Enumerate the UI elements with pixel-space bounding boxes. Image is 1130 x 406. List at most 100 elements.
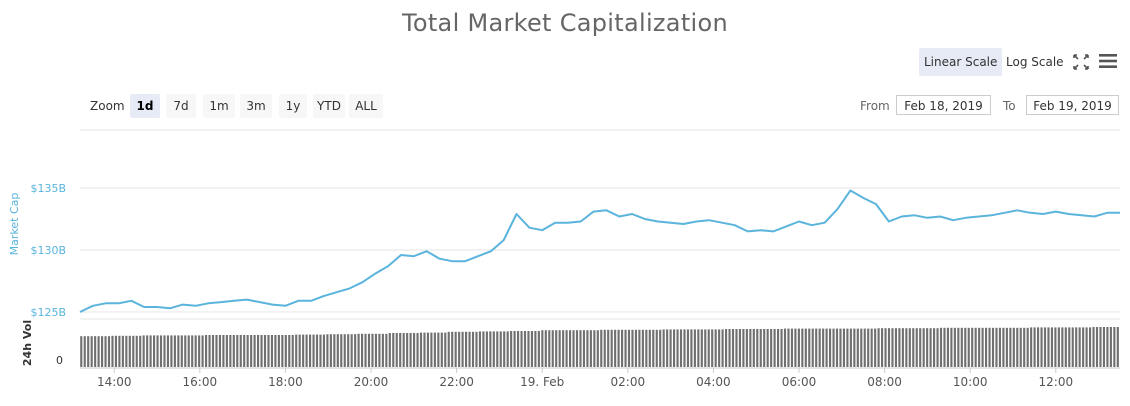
volume-bar	[454, 331, 457, 367]
volume-bar	[1078, 327, 1081, 367]
volume-bar	[922, 328, 925, 367]
volume-bar	[340, 334, 343, 367]
volume-bar	[551, 330, 554, 367]
volume-bar	[728, 329, 731, 367]
volume-bar	[946, 327, 950, 367]
x-tick-label: 19. Feb	[520, 375, 564, 389]
volume-bar	[177, 335, 180, 367]
volume-bar	[548, 330, 551, 367]
volume-bar	[1057, 327, 1060, 367]
volume-bar	[874, 328, 877, 367]
zoom-button-7d[interactable]: 7d	[166, 94, 196, 118]
volume-bar	[139, 335, 142, 367]
volume-bar	[159, 335, 163, 367]
volume-bar	[1005, 327, 1008, 367]
fullscreen-icon[interactable]	[1072, 54, 1090, 70]
volume-bar	[253, 335, 256, 367]
volume-bar	[835, 328, 839, 367]
volume-bar	[794, 328, 797, 367]
volume-bar	[1009, 327, 1012, 367]
volume-bar	[447, 331, 450, 367]
volume-bar	[465, 331, 468, 367]
zoom-button-all[interactable]: ALL	[349, 94, 383, 118]
volume-bar	[870, 328, 873, 367]
zoom-button-1y[interactable]: 1y	[279, 94, 307, 118]
volume-bar	[1019, 327, 1022, 367]
volume-bar	[617, 329, 620, 367]
volume-bar	[742, 329, 745, 367]
y-tick-label: $125B	[30, 306, 66, 319]
volume-bar	[87, 336, 90, 367]
volume-bar	[752, 329, 755, 367]
volume-bar	[295, 334, 298, 367]
volume-bar	[343, 334, 346, 367]
volume-bar	[593, 330, 596, 367]
volume-bar	[281, 335, 284, 367]
volume-bar	[246, 335, 249, 367]
hamburger-menu-icon[interactable]	[1099, 53, 1117, 69]
volume-bar	[790, 328, 794, 367]
volume-bar	[562, 330, 565, 367]
volume-bar	[277, 335, 280, 367]
volume-bar	[662, 329, 665, 367]
log-scale-button[interactable]: Log Scale	[1006, 55, 1064, 69]
volume-bar	[950, 327, 953, 367]
to-date-input[interactable]: Feb 19, 2019	[1026, 95, 1119, 115]
volume-bar	[725, 329, 728, 367]
x-tick-label: 08:00	[867, 375, 902, 389]
volume-bar	[991, 327, 995, 367]
volume-bar	[783, 328, 787, 367]
volume-tick-zero: 0	[56, 354, 63, 367]
volume-bar	[322, 334, 326, 367]
volume-bar	[679, 329, 683, 367]
volume-bar	[461, 331, 464, 367]
linear-scale-button[interactable]: Linear Scale	[919, 48, 1003, 76]
volume-bar	[596, 330, 599, 367]
volume-bar	[364, 333, 367, 367]
volume-bar	[153, 335, 156, 367]
volume-bar	[1109, 327, 1112, 367]
volume-bar	[541, 330, 544, 367]
zoom-button-ytd[interactable]: YTD	[313, 94, 345, 118]
zoom-label: Zoom	[90, 99, 125, 113]
volume-bar	[707, 329, 710, 367]
volume-bar	[974, 327, 977, 367]
volume-bar	[676, 329, 679, 367]
volume-bar	[634, 329, 638, 367]
volume-bar	[846, 328, 849, 367]
volume-bar	[1033, 327, 1036, 367]
volume-bar	[731, 329, 735, 367]
volume-bar	[274, 335, 277, 367]
volume-bar	[437, 332, 440, 367]
volume-bar	[198, 335, 201, 367]
x-tick-label: 22:00	[439, 375, 474, 389]
volume-bar	[898, 328, 901, 367]
volume-bar	[416, 333, 419, 367]
zoom-button-1m[interactable]: 1m	[203, 94, 235, 118]
x-tick-label: 02:00	[611, 375, 646, 389]
volume-bar	[603, 329, 606, 367]
volume-bar	[967, 327, 970, 367]
volume-bar	[1043, 327, 1047, 367]
volume-bar	[284, 335, 287, 367]
volume-bar	[586, 330, 589, 367]
volume-bar	[638, 329, 641, 367]
volume-bar	[402, 333, 405, 367]
volume-bar	[371, 333, 374, 367]
to-label: To	[1003, 99, 1016, 113]
zoom-button-1d[interactable]: 1d	[130, 94, 160, 118]
volume-bar	[1061, 327, 1064, 367]
volume-bar	[579, 330, 582, 367]
volume-bar	[589, 330, 592, 367]
volume-bar	[569, 330, 572, 367]
volume-bar	[939, 327, 943, 367]
zoom-button-3m[interactable]: 3m	[240, 94, 272, 118]
from-date-input[interactable]: Feb 18, 2019	[896, 95, 991, 115]
volume-bar	[686, 329, 690, 367]
y-tick-label: $135B	[30, 182, 66, 195]
volume-bar	[891, 328, 894, 367]
volume-bar	[166, 335, 170, 367]
volume-bar	[312, 334, 315, 367]
volume-bar	[510, 331, 513, 367]
volume-bar	[811, 328, 814, 367]
